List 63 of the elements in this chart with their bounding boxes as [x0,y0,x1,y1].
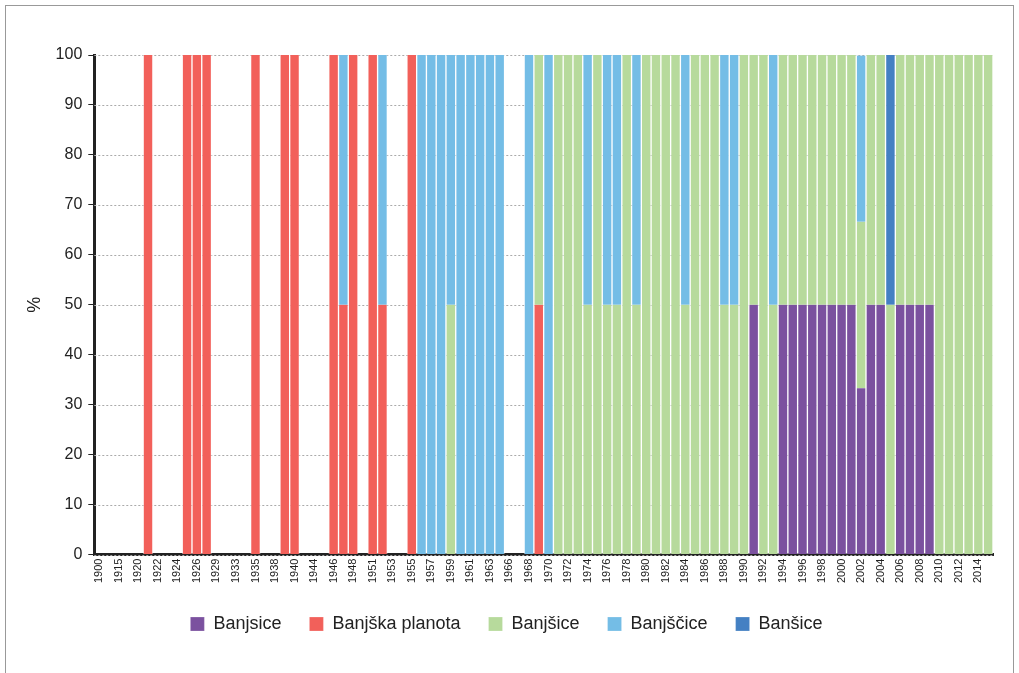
x-tick-label: 1946 [326,558,339,584]
x-tick-label: 2008 [912,558,925,584]
x-tick-label: 1933 [228,558,241,584]
x-tick-label: 1951 [365,558,378,584]
x-tick-label: 1948 [346,558,359,584]
x-tick-label: 1996 [795,558,808,584]
x-tick-label: 1974 [580,558,593,584]
y-tick-label: 90 [64,95,83,113]
y-tick-label: 80 [64,145,83,163]
x-tick-label: 1978 [619,558,632,584]
x-tick-label: 1968 [522,558,535,584]
y-tick-label: 70 [64,195,83,213]
y-axis-title: % [23,296,44,313]
x-tick-label: 1988 [717,558,730,584]
x-tick-label: 1976 [600,558,613,584]
x-tick-label: 1980 [639,558,652,584]
x-tick-label: 1984 [678,558,691,584]
x-tick-label: 2010 [932,558,945,584]
x-tick-label: 2004 [873,558,886,584]
legend-label: Banjšice [511,612,580,633]
y-tick-label: 60 [64,245,83,263]
x-tick-label: 1900 [92,558,105,584]
x-tick-label: 1922 [150,558,163,584]
y-tick-label: 100 [55,45,83,63]
x-tick-label: 1953 [385,558,398,584]
x-tick-label: 1994 [776,558,789,584]
x-tick-label: 1982 [658,558,671,584]
x-tick-label: 2012 [951,558,964,584]
legend-label: Banjščice [630,612,708,633]
x-tick-label: 1963 [482,558,495,584]
x-tick-label: 1990 [736,558,749,584]
x-tick-label: 1955 [404,558,417,584]
x-tick-label: 1970 [541,558,554,584]
y-tick-label: 40 [64,345,83,363]
x-tick-label: 1915 [111,558,124,584]
legend-label: Banšice [758,612,823,633]
x-tick-label: 1938 [268,558,281,584]
x-tick-label: 1959 [443,558,456,584]
legend-label: Banjška planota [332,612,462,633]
x-tick-label: 2002 [854,558,867,584]
x-tick-label: 2000 [834,558,847,584]
x-tick-label: 1972 [561,558,574,584]
x-tick-label: 1961 [463,558,476,584]
y-tick-label: 30 [64,395,83,413]
x-tick-label: 1924 [170,558,183,584]
y-tick-label: 50 [64,295,83,313]
y-tick-label: 10 [64,494,83,512]
x-tick-label: 1920 [131,558,144,584]
y-tick-label: 0 [73,544,83,562]
x-tick-label: 2014 [971,558,984,584]
x-tick-label: 2006 [893,558,906,584]
x-tick-label: 1986 [697,558,710,584]
x-tick-label: 1935 [248,558,261,584]
x-tick-label: 1944 [307,558,320,584]
x-tick-label: 1940 [287,558,300,584]
x-tick-label: 1929 [209,558,222,584]
x-tick-label: 1966 [502,558,515,584]
legend-label: Banjsice [213,612,282,633]
x-tick-label: 1957 [424,558,437,584]
y-tick-label: 20 [64,445,83,463]
x-tick-label: 1926 [189,558,202,584]
x-tick-label: 1998 [815,558,828,584]
x-tick-label: 1992 [756,558,769,584]
